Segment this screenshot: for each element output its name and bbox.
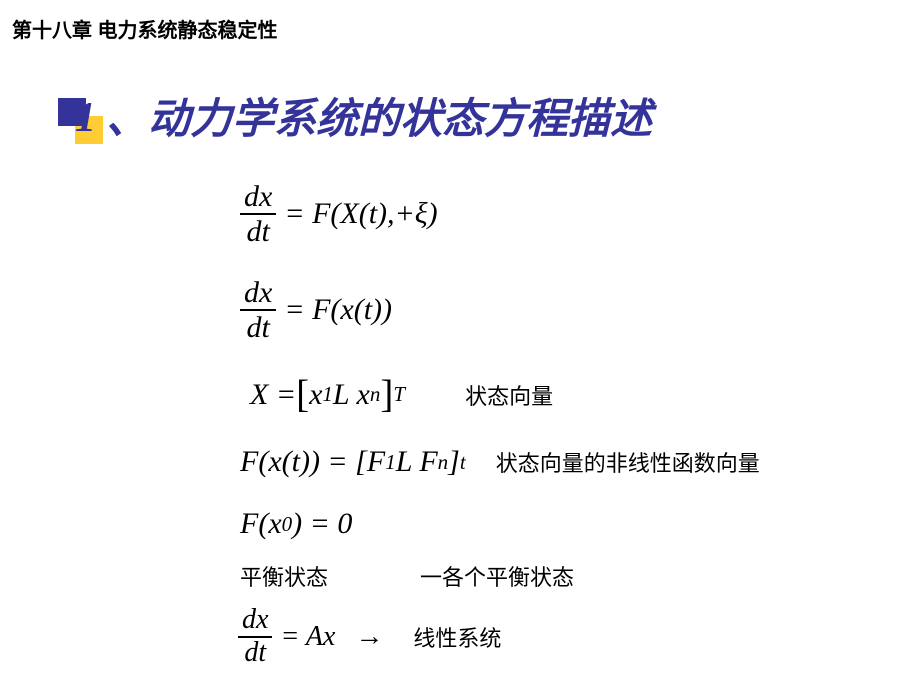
label-equilibrium: 平衡状态 xyxy=(240,560,328,592)
eq5-rest: ) = 0 xyxy=(292,507,352,541)
eq5-sub: 0 xyxy=(282,512,293,537)
eq6-annotation: 线性系统 xyxy=(413,621,501,653)
eq1-den: dt xyxy=(242,215,273,248)
eq2-den: dt xyxy=(242,311,273,344)
eq2-rhs: = F(x(t)) xyxy=(284,293,392,327)
label-each-equilibrium: 一各个平衡状态 xyxy=(420,560,574,592)
bottom-labels: 平衡状态 xyxy=(240,560,408,592)
equation-5: F(x0) = 0 xyxy=(240,507,900,541)
eq3-sup: T xyxy=(393,382,405,407)
equation-2: dx dt = F(x(t)) xyxy=(240,276,900,344)
eq4-annotation: 状态向量的非线性函数向量 xyxy=(496,446,760,478)
title-text: 、动力学系统的状态方程描述 xyxy=(106,85,652,146)
eq4-sup: t xyxy=(460,450,466,475)
eq2-num: dx xyxy=(240,276,276,311)
eq4-sub1: 1 xyxy=(385,450,396,475)
eq4-lhs: F(x(t)) = [F xyxy=(240,445,385,479)
eq3-lhs: X = xyxy=(250,378,296,412)
eq3-open: [ xyxy=(296,372,309,417)
title-separator: 、 xyxy=(106,95,148,142)
eq3-close: ] xyxy=(380,372,393,417)
title-number: 1 xyxy=(75,94,96,142)
eq3-annotation: 状态向量 xyxy=(465,379,553,411)
eq6-arrow: → xyxy=(355,621,383,653)
equation-6: dx dt = Ax → 线性系统 xyxy=(238,605,501,669)
eq6-den: dt xyxy=(240,638,270,669)
eq6-rhs: = Ax xyxy=(280,621,335,653)
eq5-text: F(x xyxy=(240,507,282,541)
equation-1: dx dt = F(X(t),+ξ) xyxy=(240,180,900,248)
chapter-header: 第十八章 电力系统静态稳定性 xyxy=(12,14,278,43)
equation-4: F(x(t)) = [F1 L Fn ]t 状态向量的非线性函数向量 xyxy=(240,445,900,479)
title-main: 动力学系统的状态方程描述 xyxy=(148,95,652,142)
eq3-sub1: 1 xyxy=(322,382,333,407)
eq3-subn: n xyxy=(370,382,381,407)
eq4-subn: n xyxy=(438,450,449,475)
eq4-mid: L F xyxy=(396,445,438,479)
equations-area: dx dt = F(X(t),+ξ) dx dt = F(x(t)) X = [… xyxy=(240,180,900,569)
eq6-num: dx xyxy=(238,605,272,638)
eq3-x1: x xyxy=(309,378,322,412)
eq1-rhs: = F(X(t),+ξ) xyxy=(284,197,437,231)
eq1-num: dx xyxy=(240,180,276,215)
equation-3: X = [ x1 L xn ]T 状态向量 xyxy=(250,372,900,417)
eq4-close: ] xyxy=(448,445,460,479)
eq3-mid: L x xyxy=(333,378,370,412)
section-title: 1 、动力学系统的状态方程描述 xyxy=(50,85,682,146)
